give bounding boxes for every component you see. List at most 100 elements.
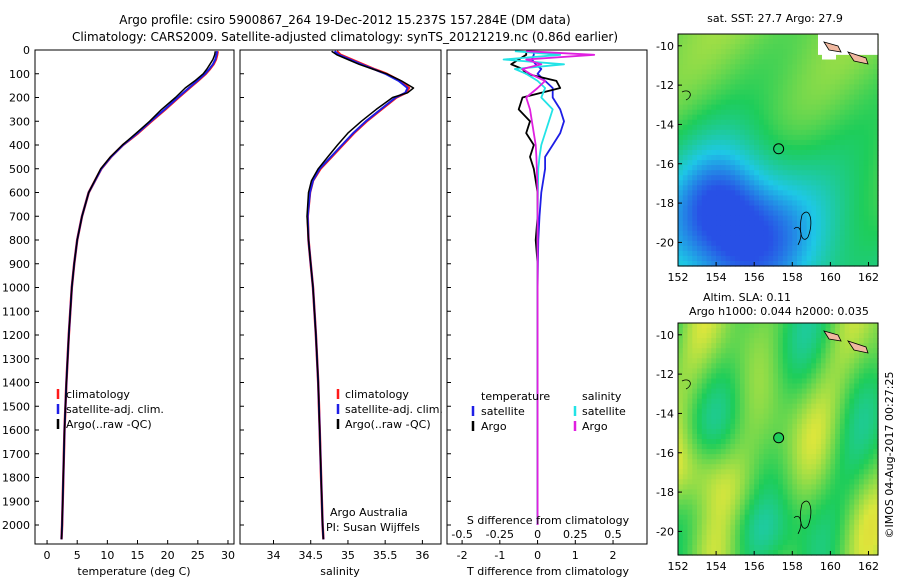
map-cell xyxy=(773,373,779,379)
map-cell xyxy=(730,449,736,455)
map-cell xyxy=(797,69,803,75)
map-cell xyxy=(873,514,879,521)
map-cell xyxy=(725,255,731,262)
map-cell xyxy=(859,230,865,237)
map-cell xyxy=(806,358,812,364)
map-cell xyxy=(844,464,851,470)
map-cell xyxy=(711,368,717,374)
map-cell xyxy=(768,514,774,521)
map-cell xyxy=(768,434,774,440)
map-cell xyxy=(816,338,822,344)
map-cell xyxy=(825,89,831,96)
map-cell xyxy=(716,388,722,395)
map-cell xyxy=(735,59,741,65)
map-cell xyxy=(682,145,689,151)
map-cell xyxy=(835,423,841,430)
map-cell xyxy=(811,195,817,201)
map-cell xyxy=(697,190,703,196)
map-cell xyxy=(749,469,755,475)
map-cell xyxy=(763,180,770,186)
map-cell xyxy=(730,139,736,146)
map-cell xyxy=(754,514,760,521)
map-cell xyxy=(711,195,717,201)
map-cell xyxy=(711,423,717,430)
map-cell xyxy=(863,489,870,495)
map-cell xyxy=(682,338,689,344)
map-cell xyxy=(749,408,755,415)
map-cell xyxy=(825,145,831,151)
map-cell xyxy=(687,150,693,156)
map-cell xyxy=(797,509,803,516)
map-cell xyxy=(830,464,836,470)
map-cell xyxy=(816,109,822,116)
map-cell xyxy=(801,54,808,60)
map-cell xyxy=(711,524,717,531)
map-cell xyxy=(792,348,798,354)
map-cell xyxy=(797,550,803,556)
map-cell xyxy=(725,220,731,227)
map-cell xyxy=(806,333,812,339)
map-cell xyxy=(863,418,870,425)
map-cell xyxy=(859,489,865,495)
map-cell xyxy=(701,353,708,359)
sla-map-subtitle: Argo h1000: 0.044 h2000: 0.035 xyxy=(689,305,869,318)
map-cell xyxy=(706,423,712,430)
map-cell xyxy=(706,474,712,480)
map-cell xyxy=(782,418,789,425)
map-cell xyxy=(697,225,703,232)
map-cell xyxy=(868,403,874,410)
map-cell xyxy=(863,261,870,267)
difference-series xyxy=(502,50,596,525)
map-cell xyxy=(706,114,712,121)
map-lon-tick-label: 160 xyxy=(820,271,841,284)
map-cell xyxy=(816,255,822,262)
map-cell xyxy=(835,104,841,111)
map-cell xyxy=(682,358,689,364)
map-cell xyxy=(739,449,746,455)
map-cell xyxy=(687,459,693,465)
map-cell xyxy=(759,210,765,217)
map-cell xyxy=(839,230,846,237)
map-cell xyxy=(797,398,803,405)
map-cell xyxy=(873,423,879,430)
map-cell xyxy=(797,200,803,206)
depth-tick-label: 400 xyxy=(9,139,30,152)
map-cell xyxy=(868,225,874,232)
map-cell xyxy=(744,454,751,460)
map-cell xyxy=(730,388,736,395)
map-cell xyxy=(706,539,712,546)
map-cell xyxy=(782,469,789,475)
map-cell xyxy=(754,261,760,267)
map-cell xyxy=(763,195,770,201)
map-cell xyxy=(820,388,827,395)
map-cell xyxy=(716,150,722,156)
map-cell xyxy=(792,190,798,196)
map-cell xyxy=(687,388,693,395)
map-cell xyxy=(687,464,693,470)
map-cell xyxy=(692,150,698,156)
map-cell xyxy=(744,44,751,50)
map-cell xyxy=(806,34,812,40)
map-cell xyxy=(687,49,693,55)
legend-label: Argo xyxy=(582,420,608,433)
map-cell xyxy=(682,155,689,161)
map-cell xyxy=(787,499,793,506)
map-cell xyxy=(816,215,822,222)
map-cell xyxy=(754,220,760,227)
map-cell xyxy=(697,474,703,480)
map-cell xyxy=(816,449,822,455)
map-cell xyxy=(778,398,784,405)
map-cell xyxy=(787,84,793,90)
map-cell xyxy=(687,190,693,196)
map-cell xyxy=(692,539,698,546)
map-cell xyxy=(797,439,803,445)
map-cell xyxy=(768,398,774,405)
map-cell xyxy=(801,504,808,511)
map-cell xyxy=(730,373,736,379)
map-cell xyxy=(682,519,689,526)
map-cell xyxy=(682,44,689,50)
map-cell xyxy=(768,205,774,212)
map-cell xyxy=(716,255,722,262)
map-cell xyxy=(778,383,784,390)
map-cell xyxy=(682,99,689,106)
